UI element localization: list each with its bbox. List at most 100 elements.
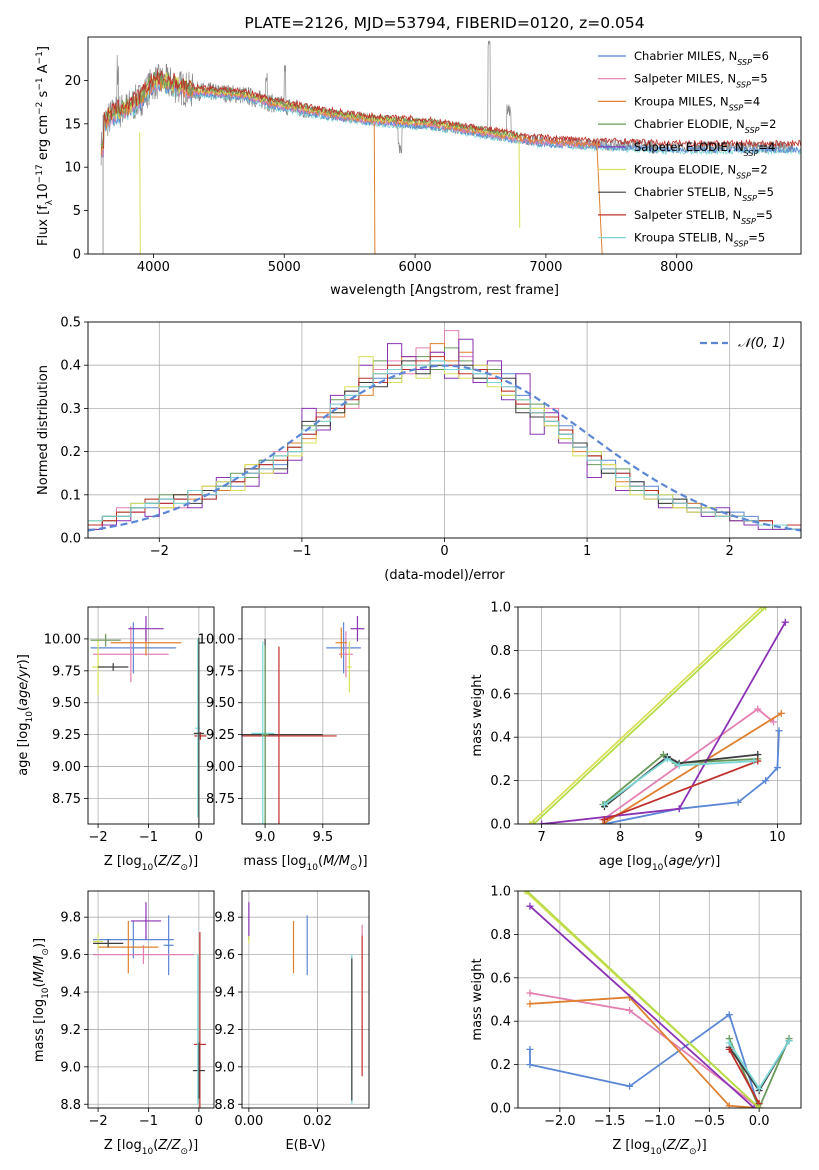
model-spectrum (100, 71, 520, 148)
mass-weight-line (529, 607, 763, 824)
data-point-marker (538, 820, 546, 824)
mass-weight-line (529, 905, 755, 1108)
data-point-marker (725, 1045, 733, 1053)
legend-sub: SSP (736, 80, 751, 89)
label-part: Z [log (104, 854, 142, 869)
y-tick-label: 9.8 (60, 911, 81, 926)
y-axis-label: mass [log10(M/M⊙)] (32, 938, 51, 1062)
label-part: ⊙ (180, 863, 188, 873)
y-tick-label: 8.75 (206, 792, 235, 807)
data-point-marker (750, 1104, 758, 1108)
mass-weight-line (533, 607, 767, 824)
data-point-marker (663, 755, 671, 763)
data-point-marker (750, 757, 758, 765)
legend-entry: 𝒩(0, 1) (738, 336, 785, 351)
y-tick-label: 8.75 (52, 792, 81, 807)
data-point-marker (600, 816, 608, 824)
y-tick-label: 0.0 (60, 532, 81, 547)
y-tick-label: 0.6 (490, 687, 511, 702)
data-point-marker (777, 709, 785, 717)
x-tick-label: −1 (292, 544, 311, 559)
data-point-marker (526, 902, 534, 910)
y-tick-label: 15 (64, 117, 81, 132)
y-tick-label: 9.6 (60, 948, 81, 963)
x-tick-label: −2.0 (544, 1114, 576, 1129)
label-part: )] (188, 1138, 198, 1153)
axes-frame (517, 890, 802, 1109)
x-tick-label: 9 (695, 830, 703, 845)
label-part: )] (32, 938, 47, 948)
y-tick-label: 9.4 (60, 986, 81, 1001)
data-point-marker (600, 800, 608, 808)
legend-sub: SSP (736, 171, 751, 180)
label-part: 10 (25, 711, 35, 723)
label-part: s (36, 90, 51, 101)
label-part: 10 (652, 863, 664, 873)
model-spectrum (100, 69, 801, 150)
mass-weight-line (602, 712, 782, 824)
x-tick-label: −1 (139, 1114, 158, 1129)
legend-n: , N (726, 185, 742, 199)
legend-count: =6 (752, 49, 769, 63)
x-axis-label: Z [log10(Z/Z⊙)] (104, 854, 198, 873)
y-tick-label: 9.75 (52, 664, 81, 679)
y-tick-label: 9.2 (214, 1023, 235, 1038)
legend-sub: SSP (737, 58, 752, 67)
y-tick-label: 9.0 (214, 1060, 235, 1075)
data-point-marker (526, 1045, 534, 1053)
y-tick-label: 1.0 (490, 885, 511, 900)
plot-area-5 (88, 891, 214, 1108)
legend-count: =5 (756, 208, 773, 222)
model-spectrum (100, 75, 601, 155)
data-point-marker (725, 1039, 733, 1047)
legend-count: =2 (751, 163, 768, 177)
y-tick-label: 5 (73, 204, 81, 219)
legend-n: , N (728, 140, 744, 154)
label-part: ⊙ (180, 1147, 188, 1157)
y-tick-label: 0.4 (490, 1015, 511, 1030)
model-dropout (596, 145, 603, 254)
legend-entry: Chabrier MILES, NSSP=6 (634, 49, 769, 67)
label-part: 10 (36, 183, 51, 200)
y-tick-label: 9.0 (60, 1060, 81, 1075)
label-part: )] (16, 654, 31, 664)
mass-weight-line (728, 1048, 760, 1105)
label-part: ( (153, 854, 158, 869)
x-tick-label: 1 (583, 544, 591, 559)
data-point-marker (521, 891, 529, 895)
data-point-marker (734, 798, 742, 806)
data-point-marker (626, 1006, 634, 1014)
plot-area-6 (242, 891, 369, 1108)
x-tick-label: 0.02 (303, 1114, 332, 1129)
y-tick-label: 9.4 (214, 986, 235, 1001)
label-part: −1 (35, 51, 45, 64)
y-tick-label: 0.4 (490, 731, 511, 746)
plot-area-4 (518, 607, 801, 824)
legend-count: =4 (758, 140, 775, 154)
legend-count: =5 (751, 72, 768, 86)
y-tick-label: 9.50 (52, 696, 81, 711)
label-part: ( (662, 1138, 667, 1153)
data-point-marker (675, 761, 683, 769)
data-point-marker (526, 1000, 534, 1008)
x-tick-label: 9.0 (255, 830, 276, 845)
y-tick-label: 0.0 (490, 818, 511, 833)
data-point-marker (775, 727, 783, 735)
data-point-marker (785, 1037, 793, 1045)
label-part: M/M (323, 854, 350, 869)
axes-frame (517, 606, 802, 825)
data-point-marker (659, 751, 667, 759)
y-tick-label: 0.1 (60, 488, 81, 503)
y-tick-label: 0.6 (490, 971, 511, 986)
y-tick-label: 9.00 (52, 760, 81, 775)
x-tick-label: 0 (195, 830, 203, 845)
y-tick-label: 10.00 (198, 632, 235, 647)
legend-sub: SSP (734, 239, 749, 248)
legend-n: , N (721, 49, 737, 63)
mass-weight-line (529, 1013, 760, 1108)
label-part: 10 (307, 863, 319, 873)
y-tick-label: 9.8 (214, 911, 235, 926)
data-point-marker (762, 607, 770, 611)
y-tick-label: 9.2 (60, 1023, 81, 1038)
label-part: ⊙ (689, 1147, 697, 1157)
